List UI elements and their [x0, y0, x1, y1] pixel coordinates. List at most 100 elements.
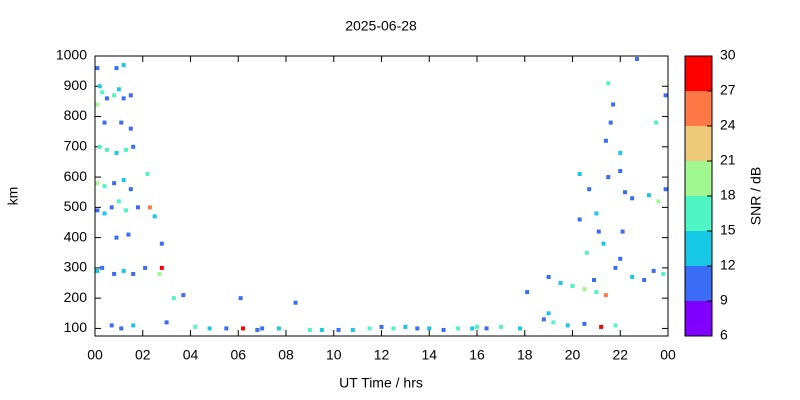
x-tick-label: 20	[565, 347, 581, 363]
echo-point	[611, 102, 616, 107]
y-tick-label: 1000	[56, 47, 87, 63]
echo-point	[634, 57, 639, 62]
echo-point	[475, 324, 479, 329]
colorbar-tick-label: 24	[720, 117, 736, 133]
echo-point	[623, 190, 628, 195]
echo-point	[114, 235, 119, 240]
echo-point	[603, 138, 608, 143]
echo-point	[441, 327, 446, 332]
echo-point	[663, 187, 668, 192]
echo-point	[565, 323, 570, 328]
colorbar-band	[685, 266, 712, 301]
echo-point	[104, 96, 109, 101]
echo-point	[121, 96, 126, 101]
colorbar-tick-label: 9	[720, 292, 728, 308]
echo-point	[582, 287, 587, 292]
echo-point	[95, 181, 100, 186]
y-axis-label: km	[5, 187, 21, 206]
echo-point	[599, 324, 604, 329]
echo-point	[577, 172, 582, 177]
echo-point	[128, 187, 133, 192]
colorbar-band	[685, 231, 712, 266]
echo-point	[145, 172, 150, 177]
echo-point	[415, 326, 420, 331]
chart-title: 2025-06-28	[345, 18, 417, 34]
echo-point	[119, 326, 124, 331]
y-tick-label: 500	[64, 198, 88, 214]
echo-point	[147, 205, 152, 210]
echo-point	[596, 229, 601, 234]
y-tick-label: 400	[64, 228, 88, 244]
echo-point	[618, 169, 623, 174]
x-tick-label: 14	[421, 347, 437, 363]
colorbar-band	[685, 196, 712, 231]
echo-point	[181, 293, 186, 298]
echo-point	[128, 93, 133, 98]
echo-point	[307, 327, 312, 332]
echo-point	[293, 300, 298, 305]
y-tick-label: 300	[64, 259, 88, 275]
echo-point	[121, 268, 126, 273]
echo-point	[584, 250, 589, 255]
echo-point	[276, 326, 281, 331]
echo-point	[613, 323, 618, 328]
echo-point	[143, 265, 148, 270]
echo-point	[587, 187, 592, 192]
colorbar-tick-label: 18	[720, 187, 736, 203]
echo-point	[367, 326, 372, 331]
echo-point	[582, 321, 587, 326]
y-tick-label: 200	[64, 289, 88, 305]
echo-point	[630, 274, 635, 279]
x-tick-label: 04	[183, 347, 199, 363]
echo-point	[104, 147, 109, 152]
y-tick-label: 100	[64, 319, 88, 335]
echo-point	[126, 232, 131, 237]
echo-point	[606, 81, 611, 86]
echo-point	[121, 63, 126, 68]
echo-point	[391, 326, 396, 331]
echo-point	[131, 144, 136, 149]
x-tick-label: 16	[469, 347, 485, 363]
x-tick-label: 08	[278, 347, 294, 363]
echo-point	[119, 120, 124, 125]
colorbar-band	[685, 91, 712, 126]
echo-point	[570, 284, 575, 289]
echo-point	[255, 327, 260, 332]
echo-point	[157, 271, 162, 276]
colorbar-tick-label: 12	[720, 257, 736, 273]
echo-point	[646, 193, 651, 198]
x-axis-label: UT Time / hrs	[339, 375, 423, 391]
echo-point	[260, 326, 265, 331]
colorbar-band	[685, 126, 712, 161]
echo-point	[546, 274, 551, 279]
x-tick-label: 12	[374, 347, 390, 363]
echo-point	[128, 126, 133, 131]
echo-point	[124, 147, 129, 152]
echo-point	[541, 317, 546, 322]
echo-point	[114, 150, 119, 155]
colorbar-band	[685, 56, 712, 91]
echo-point	[379, 324, 384, 329]
echo-point	[102, 120, 107, 125]
echo-point	[525, 290, 530, 295]
colorbar-tick-label: 21	[720, 152, 736, 168]
echo-point	[116, 87, 121, 92]
echo-point	[601, 241, 606, 246]
colorbar-band	[685, 301, 712, 336]
echo-point	[546, 311, 551, 316]
echo-point	[403, 324, 408, 329]
x-tick-label: 22	[612, 347, 628, 363]
echo-point	[551, 320, 556, 325]
colorbar-tick-label: 27	[720, 82, 736, 98]
echo-point	[102, 184, 107, 189]
echo-point	[152, 214, 157, 219]
echo-point	[558, 281, 563, 286]
echo-point	[591, 278, 596, 282]
echo-point	[159, 241, 164, 246]
echo-point	[224, 326, 229, 331]
echo-point	[606, 175, 611, 180]
x-tick-label: 06	[230, 347, 246, 363]
echo-point	[620, 229, 625, 234]
x-tick-label: 10	[326, 347, 342, 363]
x-tick-label: 00	[87, 347, 103, 363]
